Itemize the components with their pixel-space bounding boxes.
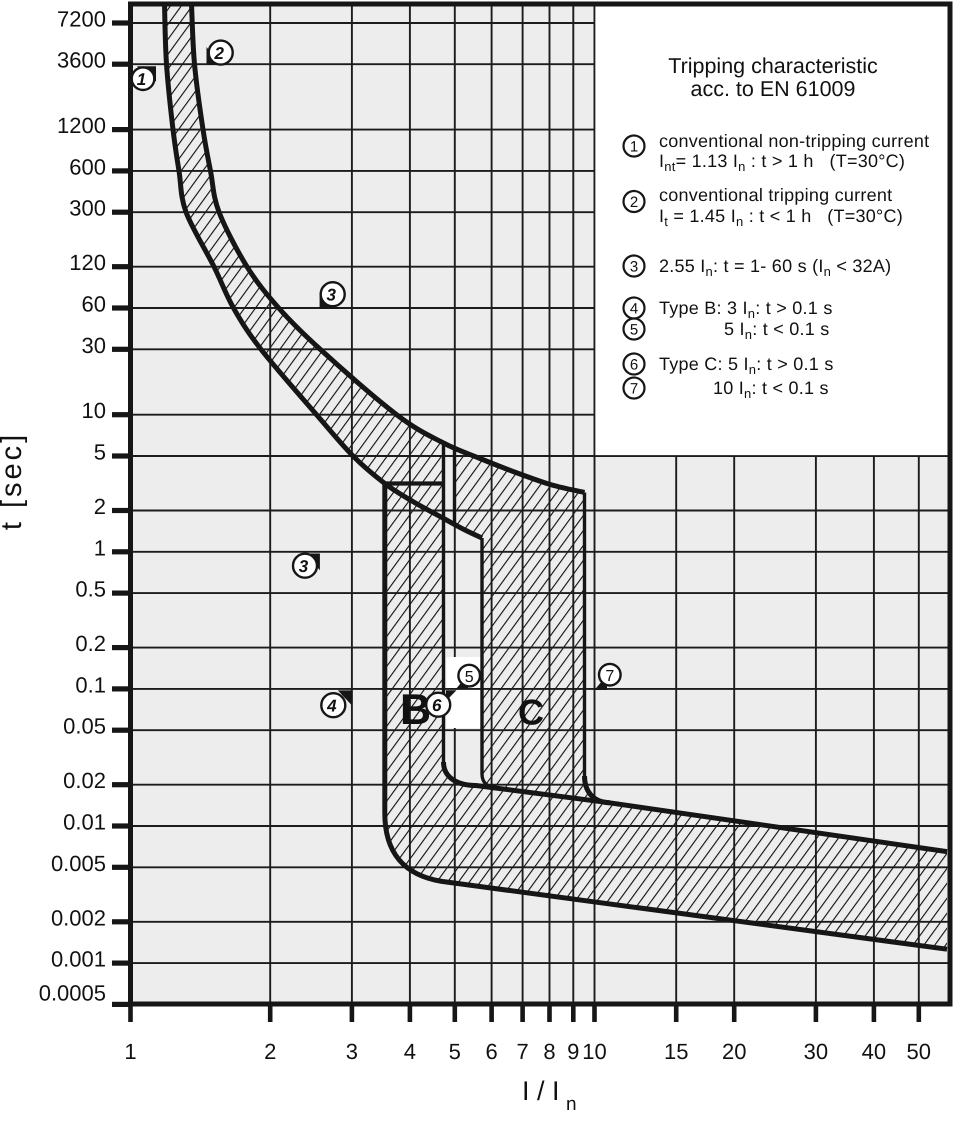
svg-text:1200: 1200: [57, 113, 106, 138]
svg-text:2: 2: [213, 44, 224, 63]
svg-text:B: B: [400, 686, 431, 734]
svg-text:5: 5: [449, 1039, 461, 1064]
svg-text:0.005: 0.005: [51, 851, 106, 876]
svg-text:8: 8: [543, 1039, 555, 1064]
svg-text:0.5: 0.5: [75, 577, 106, 602]
svg-text:7: 7: [516, 1039, 528, 1064]
svg-text:5: 5: [465, 669, 474, 686]
svg-text:6: 6: [485, 1039, 497, 1064]
svg-text:3: 3: [299, 557, 309, 576]
svg-text:4: 4: [326, 696, 337, 715]
svg-text:t [sec]: t [sec]: [0, 432, 28, 530]
svg-text:0.02: 0.02: [63, 768, 106, 793]
svg-text:1: 1: [630, 139, 638, 156]
svg-text:20: 20: [722, 1039, 746, 1064]
svg-text:1: 1: [94, 535, 106, 560]
svg-text:1: 1: [137, 70, 146, 89]
svg-text:600: 600: [69, 154, 106, 179]
svg-text:2: 2: [94, 494, 106, 519]
svg-text:conventional tripping current: conventional tripping current: [659, 185, 892, 205]
svg-text:15: 15: [664, 1039, 688, 1064]
svg-text:acc. to EN 61009: acc. to EN 61009: [691, 77, 856, 101]
svg-text:9: 9: [567, 1039, 579, 1064]
svg-text:5: 5: [630, 322, 638, 339]
svg-text:30: 30: [804, 1039, 828, 1064]
svg-text:Tripping characteristic: Tripping characteristic: [668, 54, 878, 78]
svg-text:300: 300: [69, 196, 106, 221]
svg-text:I / I: I / I: [522, 1076, 560, 1106]
svg-text:5: 5: [94, 440, 106, 465]
svg-text:60: 60: [82, 292, 106, 317]
svg-text:0.001: 0.001: [51, 947, 106, 972]
svg-text:conventional non-tripping curr: conventional non-tripping current: [659, 131, 929, 151]
svg-text:3: 3: [326, 285, 336, 304]
svg-text:6: 6: [432, 696, 442, 715]
svg-text:40: 40: [862, 1039, 886, 1064]
svg-text:7200: 7200: [57, 7, 106, 32]
svg-text:Type B: 3 In: t > 0.1 s: Type B: 3 In: t > 0.1 s: [659, 298, 833, 321]
svg-text:Type C: 5 In: t > 0.1 s: Type C: 5 In: t > 0.1 s: [659, 354, 834, 377]
svg-text:5 In: t < 0.1 s: 5 In: t < 0.1 s: [724, 319, 830, 342]
svg-text:7: 7: [630, 381, 638, 398]
svg-text:0.1: 0.1: [75, 672, 106, 697]
svg-text:10: 10: [582, 1039, 606, 1064]
svg-text:50: 50: [907, 1039, 931, 1064]
svg-text:0.2: 0.2: [75, 631, 106, 656]
svg-text:4: 4: [630, 301, 638, 318]
svg-text:30: 30: [82, 333, 106, 358]
svg-text:120: 120: [69, 250, 106, 275]
svg-text:It = 1.45 In : t < 1 h (T=30: It = 1.45 In : t < 1 h (T=30°C): [659, 206, 903, 229]
svg-text:4: 4: [404, 1039, 416, 1064]
svg-text:10: 10: [82, 398, 106, 423]
svg-text:0.002: 0.002: [51, 905, 106, 930]
svg-text:3600: 3600: [57, 48, 106, 73]
svg-text:0.0005: 0.0005: [39, 980, 106, 1005]
svg-text:1: 1: [124, 1039, 136, 1064]
svg-text:6: 6: [630, 357, 638, 374]
svg-text:0.01: 0.01: [63, 810, 106, 835]
svg-text:0.05: 0.05: [63, 714, 106, 739]
svg-text:7: 7: [605, 668, 614, 685]
svg-text:2: 2: [630, 194, 638, 211]
svg-text:2.55 In: t = 1- 60 s (In < 32A: 2.55 In: t = 1- 60 s (In < 32A): [659, 256, 891, 279]
svg-text:10 In: t < 0.1 s: 10 In: t < 0.1 s: [713, 378, 829, 401]
svg-text:3: 3: [630, 259, 638, 276]
svg-text:C: C: [518, 692, 544, 733]
svg-text:Int= 1.13 In : t > 1 h (T=30: Int= 1.13 In : t > 1 h (T=30°C): [659, 151, 905, 174]
svg-text:3: 3: [346, 1039, 358, 1064]
svg-text:2: 2: [264, 1039, 276, 1064]
svg-text:n: n: [566, 1094, 577, 1115]
